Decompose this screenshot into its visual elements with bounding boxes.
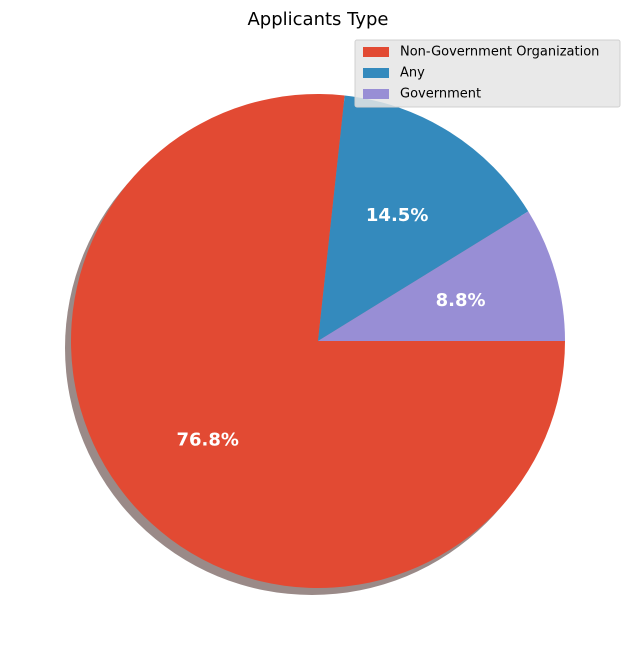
slice-label-0: 76.8% — [176, 429, 238, 450]
legend: Non-Government Organization Any Government — [354, 39, 621, 108]
slice-label-1: 14.5% — [366, 205, 428, 226]
pie-slice-1 — [318, 95, 529, 342]
legend-label-0: Non-Government Organization — [400, 45, 599, 60]
legend-swatch-0 — [363, 47, 389, 57]
pie-slice-0 — [70, 93, 565, 589]
legend-label-2: Government — [400, 87, 481, 102]
pie-labels: 76.8% 14.5% 8.8% — [176, 205, 485, 450]
legend-swatch-2 — [363, 89, 389, 99]
legend-swatch-1 — [363, 68, 389, 78]
pie-slice-2 — [318, 211, 565, 341]
legend-label-1: Any — [400, 66, 425, 81]
slice-label-2: 8.8% — [436, 290, 486, 311]
legend-box — [354, 39, 621, 108]
pie-slices — [70, 93, 565, 589]
chart-title: Applicants Type — [247, 9, 388, 30]
